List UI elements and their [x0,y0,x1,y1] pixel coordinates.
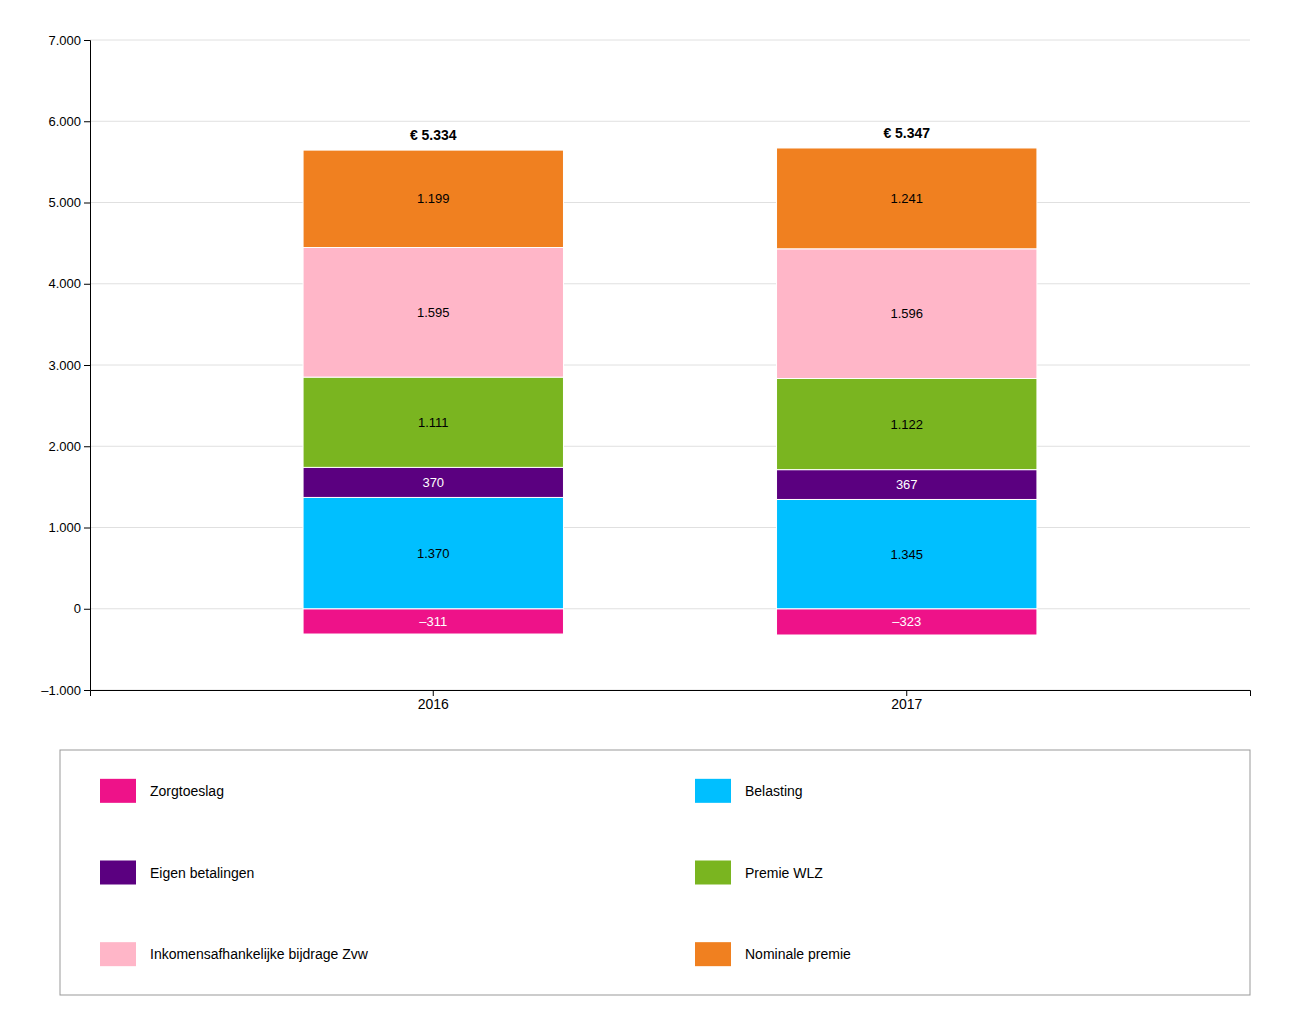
legend-label: Inkomensafhankelijke bijdrage Zvw [150,946,369,962]
x-tick-label: 2016 [418,696,449,712]
data-label: 1.345 [890,547,923,562]
data-label: 1.111 [418,415,449,430]
legend-swatch [100,779,136,803]
legend-item: Nominale premie [695,942,851,966]
x-tick: 2017 [891,690,922,712]
data-label: –323 [892,614,921,629]
grid-line [90,283,1250,284]
data-label: 1.199 [417,191,450,206]
grid-line [90,202,1250,203]
bar-segment [777,470,1037,500]
grid-line [90,608,1250,609]
y-tick: 7.000 [48,33,90,48]
y-tick-label: 0 [74,601,81,616]
data-label: –311 [419,614,447,629]
grid-line [90,121,1250,122]
y-tick-mark [84,121,90,122]
y-tick-label: 5.000 [48,195,81,210]
y-tick-mark [84,365,90,366]
y-tick: 5.000 [48,195,90,210]
legend-item: Inkomensafhankelijke bijdrage Zvw [100,942,369,966]
y-tick-mark [84,609,90,610]
grid-line [90,446,1250,447]
y-tick-label: –1.000 [41,683,81,698]
y-tick: 1.000 [48,520,90,535]
bar-segment [303,609,563,634]
legend-label: Premie WLZ [745,865,823,881]
bar-segment [777,249,1037,379]
y-tick: 6.000 [48,114,90,129]
bar-segment [777,378,1037,469]
legend-box [60,750,1250,995]
legend: Zorgtoeslag Belasting Eigen betalingen Prem… [60,750,1250,995]
y-tick-label: 7.000 [48,33,81,48]
x-axis-line [91,691,1251,697]
total-annotation: € 5.334 [410,127,457,143]
legend-item: Zorgtoeslag [100,779,224,803]
bar-segment [777,499,1037,608]
y-tick-mark [84,203,90,204]
data-label: 370 [422,475,444,490]
y-tick: 2.000 [48,439,90,454]
bar-segment [777,148,1037,249]
data-label: 1.241 [890,191,923,206]
y-tick: 0 [74,601,90,616]
legend-label: Belasting [745,783,803,799]
y-tick-label: 2.000 [48,439,81,454]
y-axis-line [84,41,91,691]
grid-line [90,365,1250,366]
legend-item: Eigen betalingen [100,861,254,885]
data-label: 1.370 [417,546,450,561]
y-tick-mark [84,40,90,41]
bar-segment [303,377,563,467]
grid-line [90,527,1250,528]
y-tick-label: 1.000 [48,520,81,535]
legend-swatch [695,942,731,966]
legend-swatch [695,779,731,803]
y-tick-mark [84,284,90,285]
legend-swatch [100,942,136,966]
legend-swatch [695,861,731,885]
chart: –1.000 0 1.000 2.000 3.000 4.000 5.000 6.000 7.0… [0,0,1300,1019]
legend-label: Zorgtoeslag [150,783,224,799]
grid-line [90,40,1250,41]
legend-item: Belasting [695,779,803,803]
total-annotation: € 5.347 [883,125,930,141]
data-label: 367 [896,477,918,492]
data-label: 1.122 [890,417,923,432]
y-tick: 3.000 [48,358,90,373]
legend-label: Eigen betalingen [150,865,254,881]
x-axis: 2016 2017 [91,690,1251,712]
y-tick-label: 3.000 [48,358,81,373]
x-tick: 2016 [418,690,449,712]
bar-segment [777,609,1037,635]
bar-segment [303,467,563,497]
grid [90,40,1250,690]
legend-label: Nominale premie [745,946,851,962]
annotations: € 5.334 € 5.347 [410,125,930,143]
bar-segment [303,150,563,247]
y-tick-mark [84,528,90,529]
bars [303,148,1037,635]
legend-swatch [100,861,136,885]
y-tick-mark [84,446,90,447]
legend-item: Premie WLZ [695,861,823,885]
data-label: 1.595 [417,305,450,320]
data-label: 1.596 [890,306,923,321]
y-tick-label: 4.000 [48,276,81,291]
y-tick: 4.000 [48,276,90,291]
y-tick-label: 6.000 [48,114,81,129]
x-tick-label: 2017 [891,696,922,712]
bar-segment [303,248,563,378]
bar-segment [303,497,563,608]
data-labels: –311 1.370 370 1.111 1.595 1.199 –323 1.345 367 1… [417,191,923,629]
y-tick-mark [84,690,90,691]
y-tick: –1.000 [41,683,90,698]
y-axis: –1.000 0 1.000 2.000 3.000 4.000 5.000 6.000 7.0… [41,33,90,698]
